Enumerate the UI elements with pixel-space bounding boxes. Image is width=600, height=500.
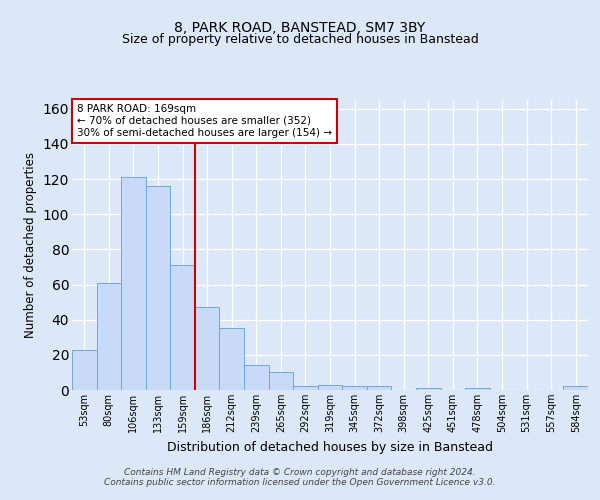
Bar <box>195 308 220 390</box>
Bar <box>342 386 367 390</box>
Text: 8 PARK ROAD: 169sqm
← 70% of detached houses are smaller (352)
30% of semi-detac: 8 PARK ROAD: 169sqm ← 70% of detached ho… <box>77 104 332 138</box>
Bar <box>563 386 588 390</box>
Bar <box>72 350 97 390</box>
Bar <box>121 178 146 390</box>
X-axis label: Distribution of detached houses by size in Banstead: Distribution of detached houses by size … <box>167 440 493 454</box>
Bar <box>416 388 440 390</box>
Bar <box>146 186 170 390</box>
Bar <box>318 384 342 390</box>
Bar <box>170 265 195 390</box>
Bar <box>465 388 490 390</box>
Bar <box>269 372 293 390</box>
Bar <box>367 386 391 390</box>
Bar <box>244 366 269 390</box>
Text: 8, PARK ROAD, BANSTEAD, SM7 3BY: 8, PARK ROAD, BANSTEAD, SM7 3BY <box>175 20 425 34</box>
Y-axis label: Number of detached properties: Number of detached properties <box>24 152 37 338</box>
Bar <box>97 283 121 390</box>
Text: Contains HM Land Registry data © Crown copyright and database right 2024.
Contai: Contains HM Land Registry data © Crown c… <box>104 468 496 487</box>
Text: Size of property relative to detached houses in Banstead: Size of property relative to detached ho… <box>122 34 478 46</box>
Bar <box>293 386 318 390</box>
Bar <box>220 328 244 390</box>
